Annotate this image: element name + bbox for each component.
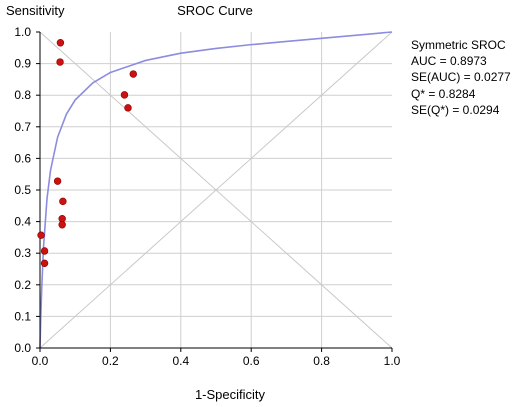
study-point [129,70,137,78]
sroc-curve-layer [39,31,393,349]
y-tick-label: 1.0 [14,25,31,39]
q-star-value: Q* = 0.8284 [411,86,476,101]
x-tick-label: 0.6 [243,354,260,368]
y-tick-label: 0.1 [14,309,31,323]
symmetry-diagonal [39,31,393,349]
chart-title: SROC Curve [177,3,253,18]
axes [36,31,393,352]
y-axis-label: Sensitivity [6,3,65,18]
diagonals [39,31,393,349]
y-tick-label: 0.3 [14,246,31,260]
auc-value: AUC = 0.8973 [411,54,487,69]
y-tick-label: 0.6 [14,151,31,165]
x-tick-label: 0.8 [313,354,330,368]
y-tick-label: 0.9 [14,57,31,71]
se-auc-value: SE(AUC) = 0.0277 [411,70,511,85]
study-point [124,104,132,112]
x-tick-label: 1.0 [384,354,401,368]
stats-heading: Symmetric SROC [411,38,506,52]
study-point [56,39,65,47]
study-point [56,58,64,66]
sroc-curve [39,31,393,349]
x-axis-label: 1-Specificity [195,387,266,402]
tick-labels: 0.0 0.2 0.4 0.6 0.8 1.0 0.0 0.1 0.2 0.3 0.4 0.5 0.6 0… [14,25,400,368]
x-tick-label: 0.4 [172,354,189,368]
y-tick-label: 0.0 [14,341,31,355]
y-tick-label: 0.4 [14,215,31,229]
y-tick-label: 0.8 [14,88,31,102]
study-point [58,221,66,229]
study-point [53,177,62,185]
se-q-star-value: SE(Q*) = 0.0294 [411,102,500,117]
y-tick-label: 0.2 [14,278,31,292]
y-tick-label: 0.7 [14,120,31,134]
y-tick-label: 0.5 [14,183,31,197]
sroc-statistics: Symmetric SROC AUC = 0.8973 SE(AUC) = 0.… [411,37,511,118]
study-point [40,247,49,255]
x-tick-label: 0.2 [102,354,119,368]
x-tick-label: 0.0 [32,354,49,368]
study-point [40,259,49,268]
study-point [59,197,67,206]
study-points [37,39,137,268]
study-point [120,91,129,99]
study-point [37,231,45,239]
